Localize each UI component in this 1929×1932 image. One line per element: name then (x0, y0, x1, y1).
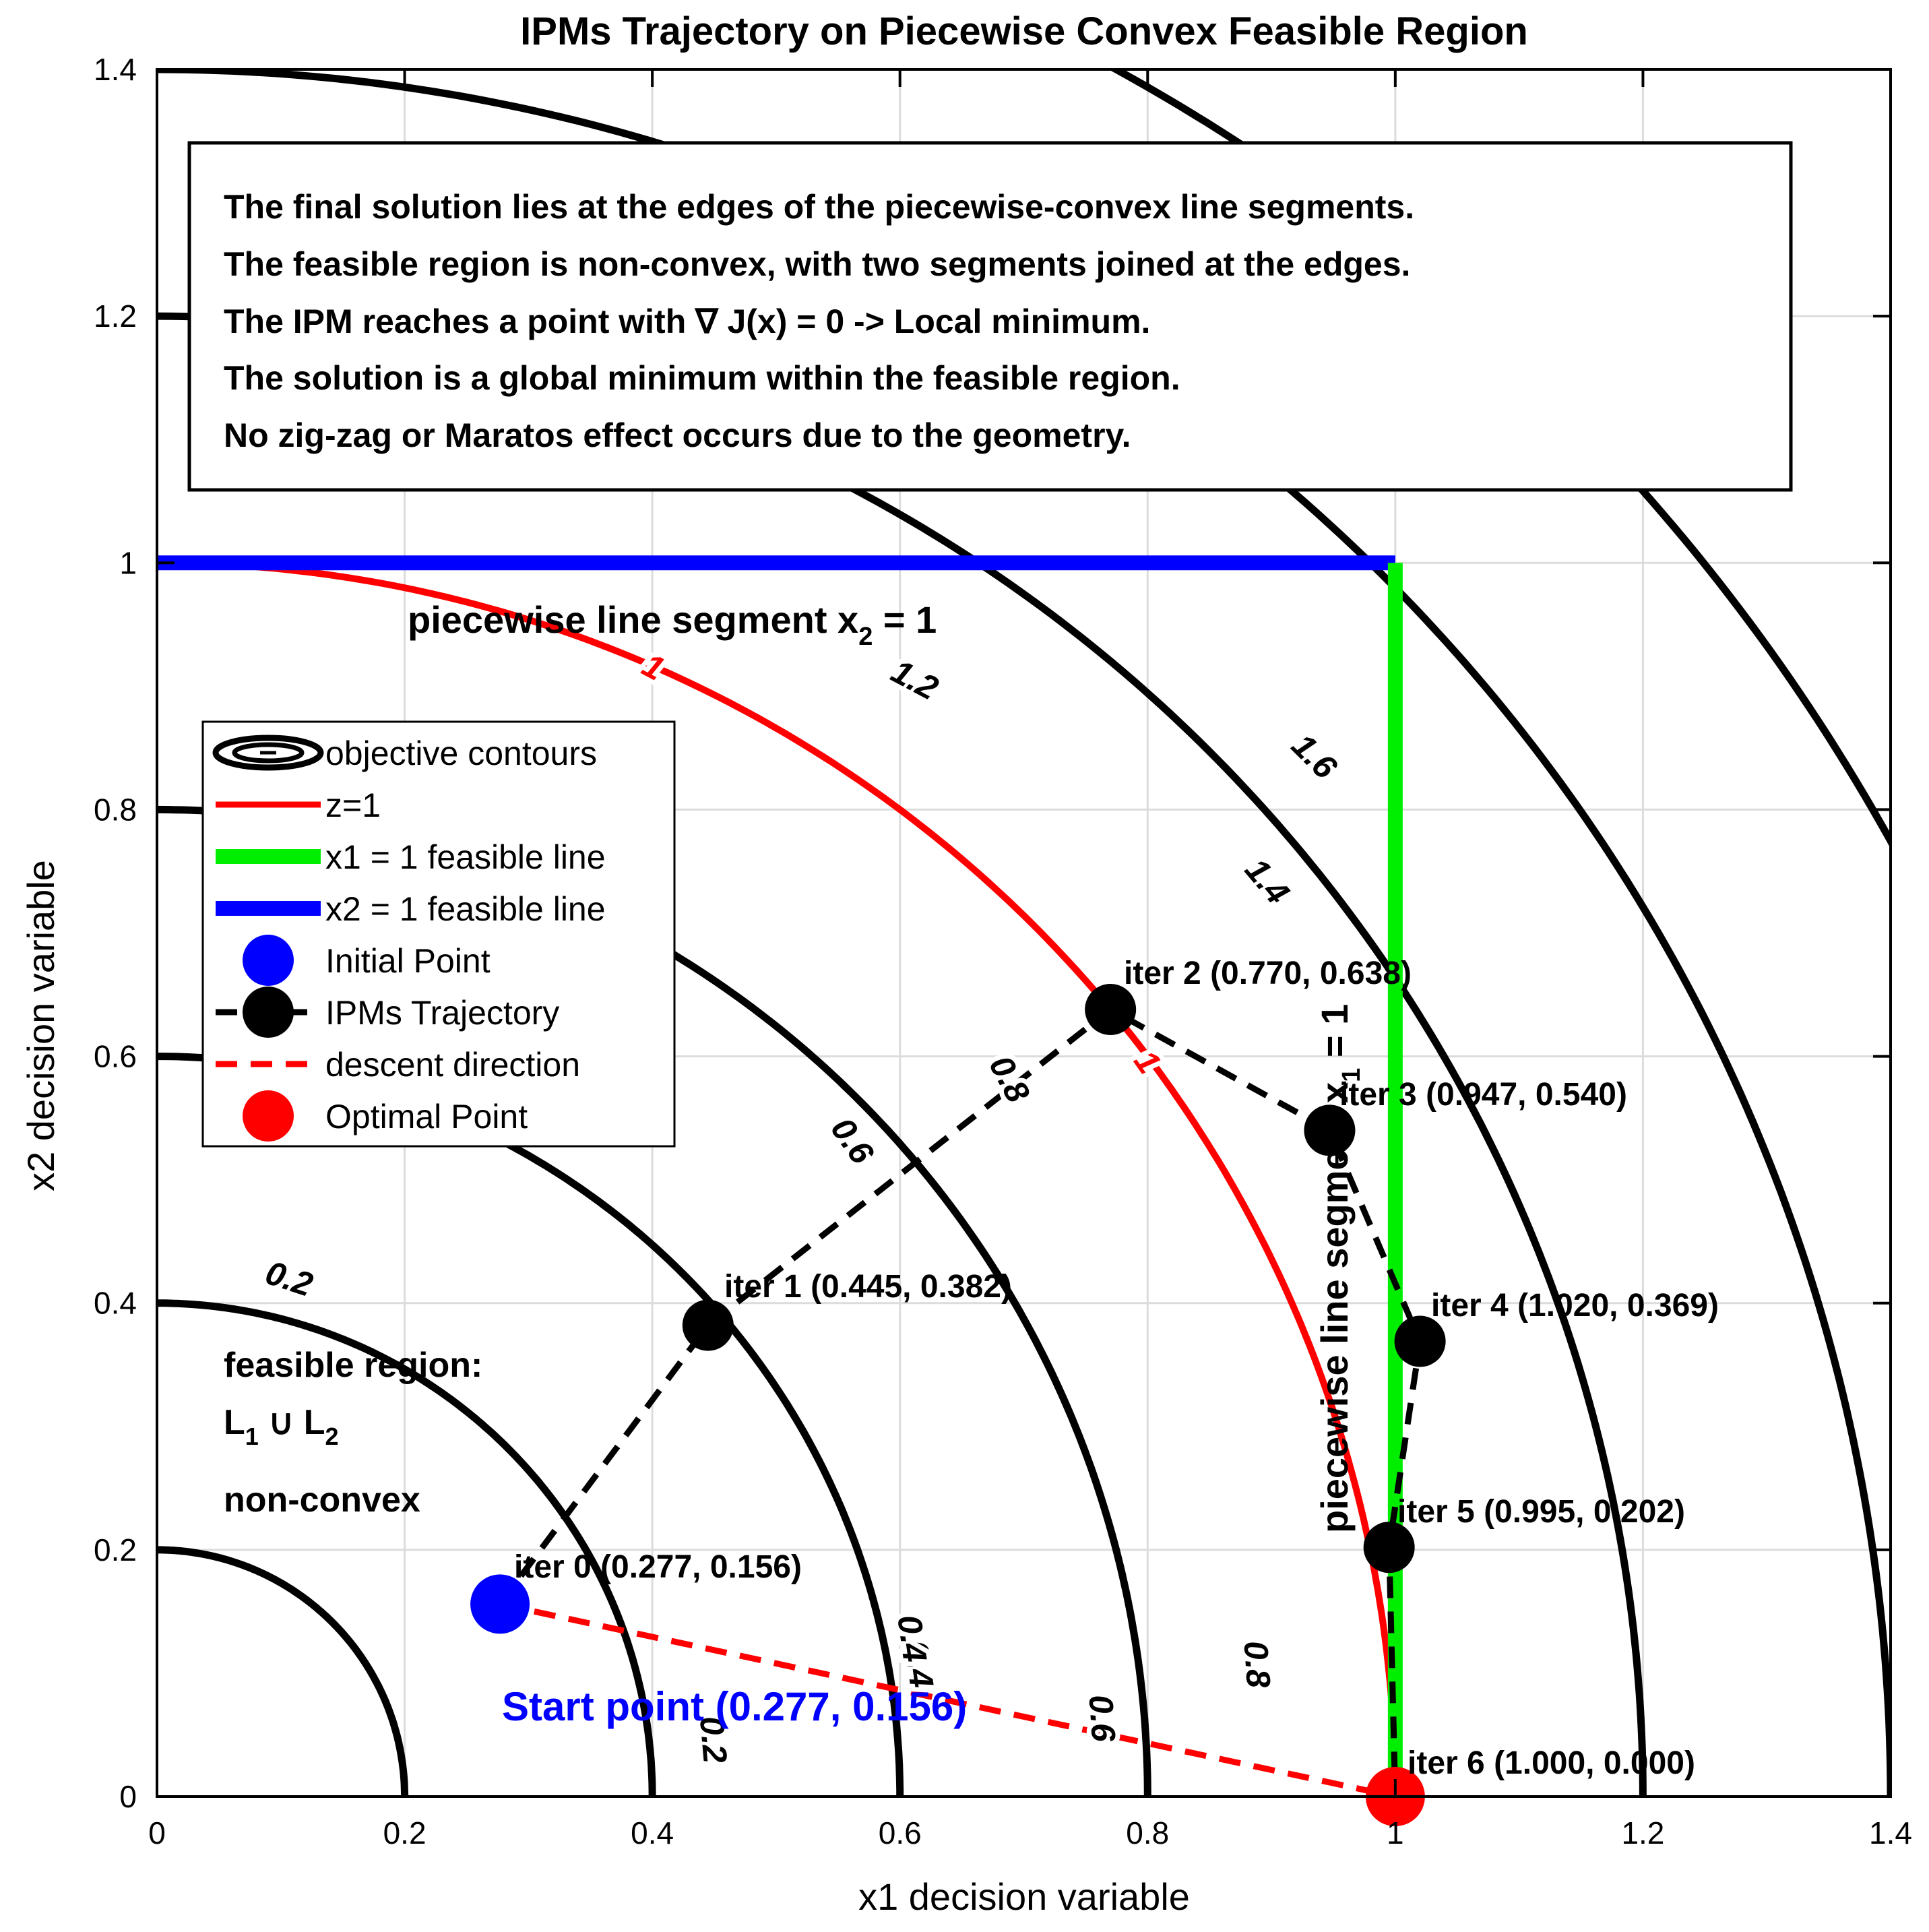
y-axis-label: x2 decision variable (20, 860, 62, 1191)
feasible-L1-sub: 1 (245, 1423, 259, 1450)
plot-frame (156, 68, 1892, 1798)
feasible-region-title: feasible region: (224, 1346, 482, 1385)
x-tick-label: 0.4 (631, 1815, 674, 1850)
contour-label: 0.8 (1236, 1640, 1277, 1689)
note-line: The final solution lies at the edges of … (224, 188, 1414, 226)
trajectory-point (1304, 1104, 1356, 1156)
trajectory-point (1394, 1315, 1446, 1367)
legend-item-optimal-point: Optimal Point (243, 1090, 528, 1142)
iter-label: iter 3 (0.947, 0.540) (1339, 1077, 1627, 1113)
feasible-region-kind: non-convex (224, 1481, 420, 1520)
x-tick-label: 0.6 (879, 1815, 922, 1850)
x-tick-label: 1.2 (1621, 1815, 1664, 1850)
legend-item-z1: z=1 (216, 786, 381, 824)
trajectory-point (682, 1299, 734, 1351)
y-tick-label: 1.2 (94, 299, 137, 334)
x-tick-label: 0.8 (1126, 1815, 1169, 1850)
legend-label: IPMs Trajectory (325, 994, 559, 1032)
legend-label: x2 = 1 feasible line (325, 890, 606, 928)
segment-x2-label: piecewise line segment x2 = 1 (408, 598, 937, 651)
y-tick-label: 0.4 (94, 1286, 137, 1321)
iter-label: iter 5 (0.995, 0.202) (1397, 1494, 1685, 1530)
y-tick-label: 1 (119, 545, 137, 580)
segment-x2-main: piecewise line segment x (408, 598, 858, 641)
legend-label: objective contours (325, 735, 597, 772)
iter-label: iter 6 (1.000, 0.000) (1408, 1745, 1695, 1781)
y-tick-label: 0.6 (94, 1039, 137, 1074)
note-line: The IPM reaches a point with ∇ J(x) = 0 … (224, 303, 1150, 340)
note-line: The solution is a global minimum within … (224, 359, 1180, 397)
z1-curve (157, 559, 1399, 1797)
contour-label: 0.2 (693, 1715, 734, 1765)
x-tick-label: 1 (1387, 1815, 1404, 1850)
trajectory-point (1363, 1522, 1415, 1573)
legend-label: x1 = 1 feasible line (325, 838, 606, 876)
segment-x1-sub: 1 (1337, 1068, 1366, 1082)
axis-ticks (156, 68, 1892, 1798)
iter-label: iter 4 (1.020, 0.369) (1431, 1288, 1719, 1323)
legend-label: Optimal Point (325, 1098, 528, 1135)
trajectory-markers (682, 984, 1446, 1573)
legend-label: Initial Point (325, 942, 491, 980)
iteration-labels: iter 0 (0.277, 0.156) iter 1 (0.445, 0.3… (514, 956, 1719, 1781)
segment-x1-label: piecewise line segment x1 = 1 (1313, 1004, 1366, 1533)
y-tick-label: 1.4 (94, 52, 137, 87)
legend-item-descent: descent direction (216, 1046, 580, 1084)
feasible-L2-sub: 2 (325, 1423, 339, 1450)
legend-item-x2-line: x2 = 1 feasible line (216, 890, 606, 928)
y-tick-label: 0.8 (94, 792, 137, 827)
z1-curve-layer (157, 559, 1399, 1797)
x-tick-label: 0.2 (383, 1815, 426, 1850)
legend-label: descent direction (325, 1046, 580, 1084)
segment-x2-tail: = 1 (873, 598, 937, 641)
contour-line (157, 1546, 409, 1797)
segment-x2-sub: 2 (858, 623, 873, 651)
x-tick-label: 1.4 (1869, 1815, 1912, 1850)
x-axis-label: x1 decision variable (858, 1875, 1190, 1918)
iter-label: iter 2 (0.770, 0.638) (1124, 956, 1412, 991)
axis-tick-labels: 0 0.2 0.4 0.6 0.8 1 1.2 1.4 0 0.2 0.4 0.6 0.8 1 1.2 1.4 (94, 52, 1912, 1850)
feasible-region-union: L1 ∪ L2 (224, 1403, 339, 1450)
descent-direction-line (499, 1601, 1396, 1800)
contour-line (157, 1299, 656, 1797)
segment-x1-tail: = 1 (1313, 1004, 1356, 1068)
segment-x1-main: piecewise line segment x (1313, 1082, 1356, 1533)
legend: objective contours z=1 x1 = 1 feasible l… (201, 720, 676, 1148)
note-box: The final solution lies at the edges of … (187, 141, 1793, 492)
trajectory-point (1085, 984, 1137, 1036)
feasible-L1: L (224, 1403, 245, 1442)
contour-line (157, 69, 1891, 1797)
note-line: No zig-zag or Maratos effect occurs due … (224, 416, 1131, 454)
legend-item-x1-line: x1 = 1 feasible line (216, 838, 606, 876)
start-point-label: Start point (0.277, 0.156) (502, 1684, 967, 1729)
contour-label: 0.4 (890, 1613, 934, 1664)
legend-item-contours: objective contours (212, 735, 597, 772)
initial-point-marker (470, 1574, 530, 1634)
legend-item-trajectory: IPMs Trajectory (216, 987, 559, 1038)
chart-title: IPMs Trajectory on Piecewise Convex Feas… (520, 9, 1528, 53)
contour-label: 0.6 (1081, 1693, 1122, 1743)
y-tick-label: 0.2 (94, 1532, 137, 1567)
feasible-union: ∪ L (259, 1403, 325, 1442)
iter-label: iter 0 (0.277, 0.156) (514, 1549, 802, 1585)
legend-item-initial-point: Initial Point (243, 935, 491, 986)
iter-label: iter 1 (0.445, 0.382) (724, 1269, 1012, 1305)
y-tick-label: 0 (119, 1779, 137, 1814)
x-tick-label: 0 (148, 1815, 166, 1850)
note-line: The feasible region is non-convex, with … (224, 245, 1410, 283)
legend-label: z=1 (325, 786, 381, 824)
